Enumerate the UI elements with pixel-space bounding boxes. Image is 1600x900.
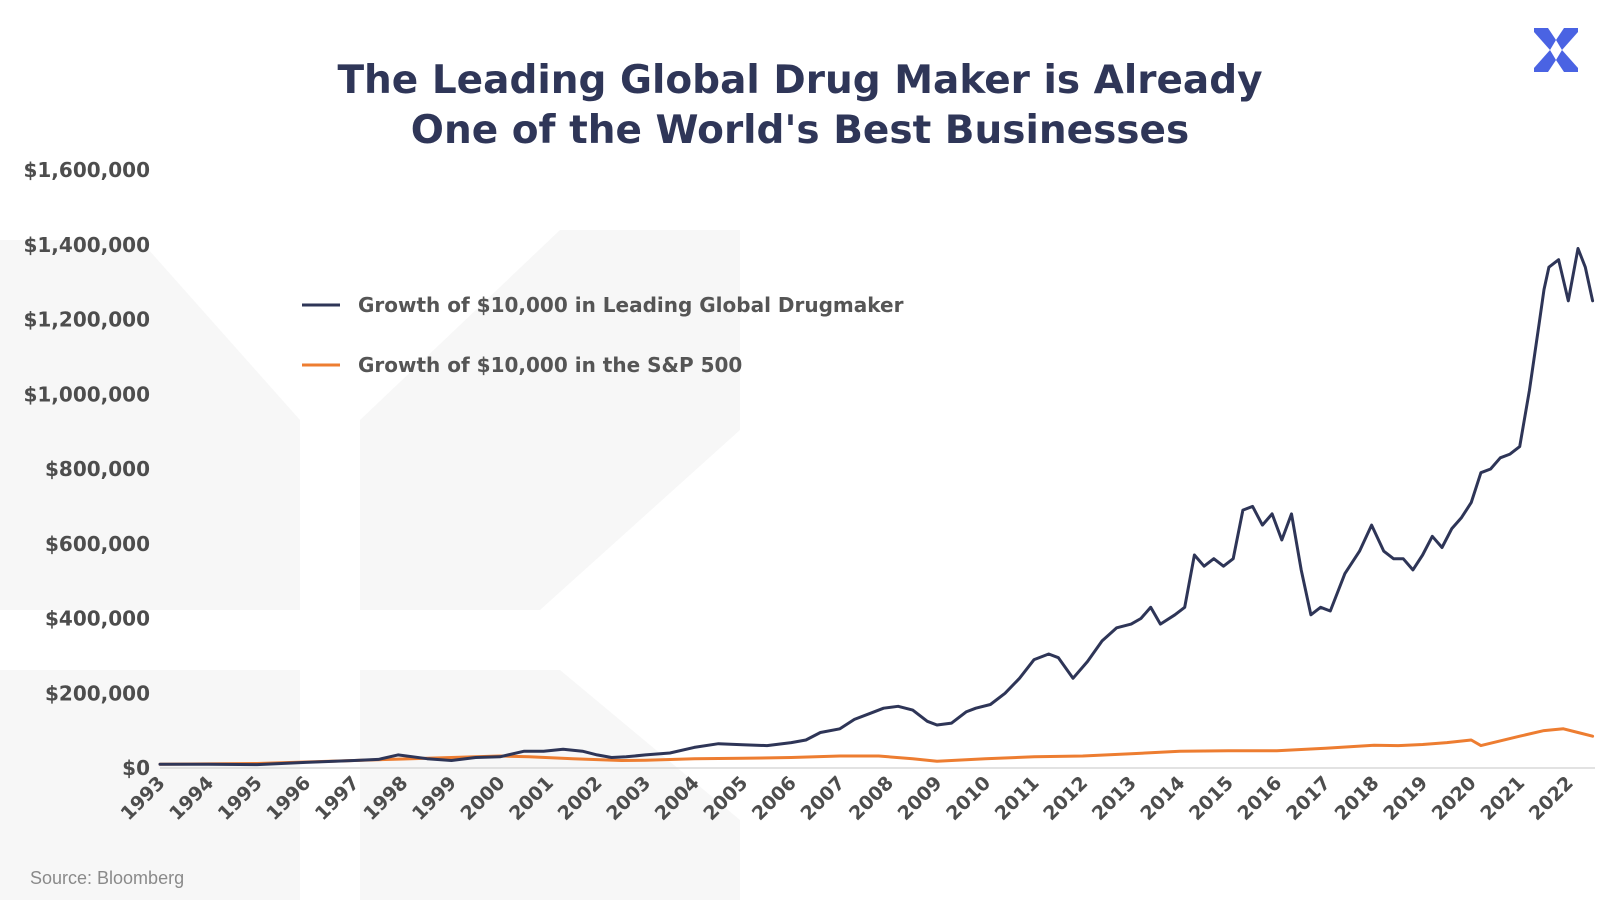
x-tick-label: 1994 [165, 772, 218, 825]
x-tick-label: 1998 [359, 772, 412, 825]
legend-label: Growth of $10,000 in Leading Global Drug… [358, 293, 904, 317]
x-tick-label: 2021 [1476, 772, 1529, 825]
x-tick-label: 2007 [796, 772, 849, 825]
x-tick-label: 2015 [1185, 772, 1238, 825]
x-tick-label: 2009 [894, 772, 947, 825]
y-axis: $0 $200,000 $400,000 $600,000 $800,000 $1,000… [23, 158, 150, 780]
x-axis: 1993199419951996199719981999200020012002… [117, 772, 1578, 825]
x-tick-label: 2001 [505, 772, 558, 825]
y-tick-label: $1,200,000 [23, 308, 150, 332]
x-tick-label: 2019 [1379, 772, 1432, 825]
sp500-series-line [158, 727, 1595, 766]
legend-label: Growth of $10,000 in the S&P 500 [358, 353, 742, 377]
x-tick-label: 1999 [408, 772, 461, 825]
x-tick-label: 2017 [1282, 772, 1335, 825]
x-tick-label: 2003 [602, 772, 655, 825]
x-tick-label: 2011 [991, 772, 1044, 825]
x-tick-label: 1996 [262, 772, 315, 825]
y-tick-label: $1,400,000 [23, 233, 150, 257]
x-tick-label: 2008 [845, 772, 898, 825]
x-tick-label: 1995 [214, 772, 267, 825]
chart-legend: Growth of $10,000 in Leading Global Drug… [302, 293, 904, 377]
plot-lines [158, 247, 1595, 767]
watermark-shape-left-top [0, 240, 300, 610]
drugmaker-series-line [158, 247, 1595, 767]
watermark-shape-right-top [360, 230, 740, 610]
y-tick-label: $0 [122, 756, 150, 780]
x-tick-label: 2022 [1525, 772, 1578, 825]
logo-top-right-arm [1556, 28, 1578, 50]
x-tick-label: 2005 [699, 772, 752, 825]
x-tick-label: 2002 [554, 772, 607, 825]
watermark-shape-left-bottom [0, 670, 300, 900]
x-tick-label: 2012 [1039, 772, 1092, 825]
logo-bottom-right-arm [1556, 50, 1578, 72]
x-tick-label: 2014 [1136, 772, 1189, 825]
brand-x-logo-icon [1534, 28, 1578, 72]
y-tick-label: $800,000 [45, 457, 150, 481]
logo-bottom-left-arm [1534, 50, 1556, 72]
logo-top-left-arm [1534, 28, 1556, 50]
x-tick-label: 2000 [457, 772, 510, 825]
y-tick-label: $200,000 [45, 681, 150, 705]
x-tick-label: 2006 [748, 772, 801, 825]
chart-title-line-2: One of the World's Best Businesses [410, 108, 1190, 153]
y-tick-label: $1,600,000 [23, 158, 150, 182]
source-note: Source: Bloomberg [30, 868, 185, 888]
y-tick-label: $600,000 [45, 532, 150, 556]
chart-title-line-1: The Leading Global Drug Maker is Already [337, 58, 1263, 103]
y-tick-label: $400,000 [45, 607, 150, 631]
x-tick-label: 2020 [1428, 772, 1481, 825]
x-tick-label: 2013 [1088, 772, 1141, 825]
x-tick-label: 1997 [311, 772, 364, 825]
x-tick-label: 2010 [942, 772, 995, 825]
y-tick-label: $1,000,000 [23, 382, 150, 406]
chart-title: The Leading Global Drug Maker is Already… [0, 56, 1600, 156]
x-tick-label: 2016 [1234, 772, 1287, 825]
x-tick-label: 2018 [1331, 772, 1384, 825]
x-tick-label: 2004 [651, 772, 704, 825]
watermark-shape-right-bottom [360, 670, 740, 900]
